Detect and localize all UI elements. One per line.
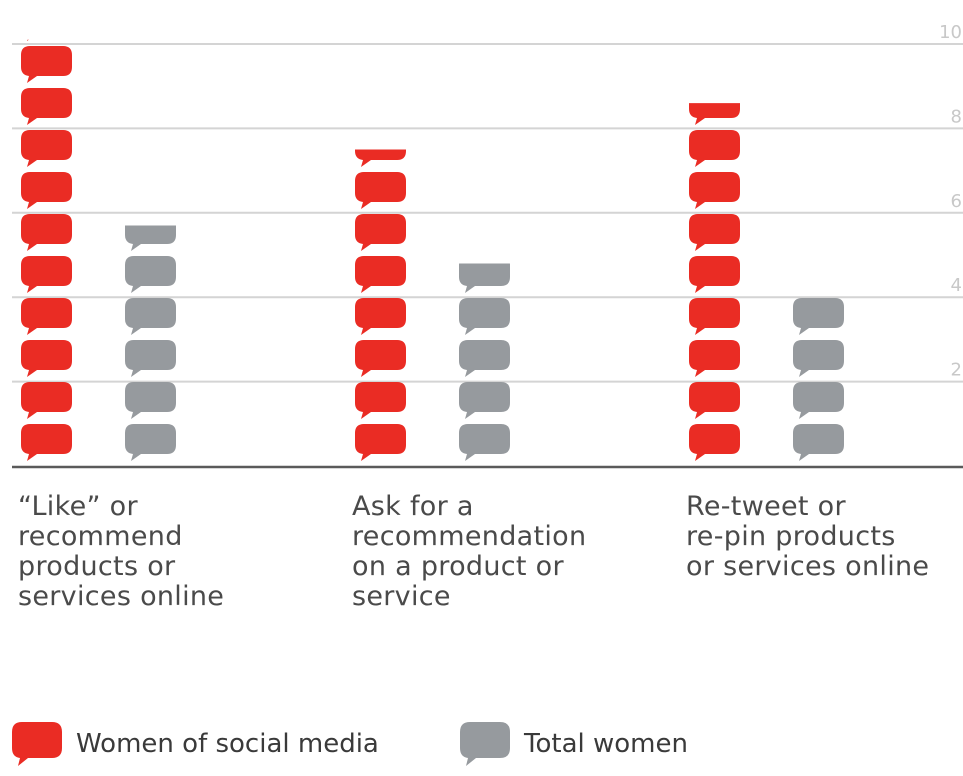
speech-bubble-icon — [21, 256, 72, 293]
speech-bubble-icon — [125, 340, 176, 377]
bar-series — [21, 39, 844, 461]
bar-women-of-social-media-0 — [21, 39, 72, 461]
speech-bubble-icon — [125, 225, 176, 251]
legend-swatch-gray-bubble — [460, 722, 510, 766]
category-label-like-recommend: “Like” or recommend products or services… — [18, 491, 225, 612]
speech-bubble-icon — [21, 382, 72, 419]
speech-bubble-icon — [459, 340, 510, 377]
bar-total-women-0 — [125, 172, 176, 461]
speech-bubble-icon — [793, 214, 844, 251]
speech-bubble-icon — [793, 340, 844, 377]
speech-bubble-icon — [21, 172, 72, 209]
legend-item-total-women: Total women — [460, 722, 688, 766]
speech-bubble-icon — [793, 382, 844, 419]
bar-total-women-2 — [793, 214, 844, 461]
speech-bubble-icon — [355, 256, 406, 293]
speech-bubble-icon — [459, 263, 510, 293]
legend-label: Total women — [524, 729, 688, 759]
speech-bubble-icon — [125, 382, 176, 419]
speech-bubble-icon — [125, 172, 176, 209]
y-tick-label: 4 — [951, 275, 962, 296]
speech-bubble-icon — [21, 340, 72, 377]
legend-label: Women of social media — [76, 729, 379, 759]
speech-bubble-icon — [689, 256, 740, 293]
speech-bubble-icon — [689, 214, 740, 251]
legend-item-women-of-social-media: Women of social media — [12, 722, 379, 766]
gridlines — [12, 43, 963, 383]
speech-bubble-icon — [793, 298, 844, 335]
bar-women-of-social-media-2 — [689, 46, 740, 461]
y-tick-label: 8 — [951, 106, 962, 127]
speech-bubble-icon — [355, 340, 406, 377]
speech-bubble-icon — [793, 424, 844, 461]
speech-bubble-icon — [27, 39, 29, 41]
speech-bubble-icon — [21, 214, 72, 251]
speech-bubble-icon — [355, 298, 406, 335]
speech-bubble-icon — [689, 130, 740, 167]
speech-bubble-icon — [21, 424, 72, 461]
speech-bubble-icon — [125, 256, 176, 293]
legend-swatch-red-bubble — [12, 722, 62, 766]
speech-bubble-icon — [21, 130, 72, 167]
speech-bubble-icon — [355, 149, 406, 167]
speech-bubble-icon — [689, 340, 740, 377]
speech-bubble-icon — [460, 722, 510, 766]
speech-bubble-icon — [12, 722, 62, 766]
speech-bubble-icon — [355, 88, 406, 125]
y-tick-label: 2 — [951, 360, 962, 381]
category-label-retweet-repin: Re-tweet or re-pin products or services … — [686, 491, 930, 582]
y-axis-ticks: 2 4 6 8 10 — [939, 22, 962, 381]
speech-bubble-icon — [355, 172, 406, 209]
speech-bubble-icon — [689, 103, 740, 125]
speech-bubble-icon — [21, 298, 72, 335]
speech-bubble-icon — [21, 46, 72, 83]
speech-bubble-icon — [459, 214, 510, 251]
speech-bubble-icon — [355, 424, 406, 461]
y-tick-label: 6 — [951, 191, 962, 212]
speech-bubble-icon — [459, 382, 510, 419]
speech-bubble-icon — [355, 382, 406, 419]
speech-bubble-icon — [793, 256, 844, 293]
speech-bubble-icon — [689, 298, 740, 335]
speech-bubble-icon — [355, 214, 406, 251]
speech-bubble-icon — [125, 298, 176, 335]
bar-women-of-social-media-1 — [355, 88, 406, 461]
speech-bubble-icon — [125, 424, 176, 461]
speech-bubble-icon — [459, 298, 510, 335]
category-label-ask-recommendation: Ask for a recommendation on a product or… — [352, 491, 587, 612]
bar-total-women-1 — [459, 214, 510, 461]
speech-bubble-icon — [689, 46, 740, 83]
y-tick-label: 10 — [939, 22, 962, 43]
speech-bubble-icon — [689, 424, 740, 461]
speech-bubble-icon — [689, 382, 740, 419]
speech-bubble-icon — [459, 424, 510, 461]
speech-bubble-icon — [21, 88, 72, 125]
speech-bubble-icon — [689, 172, 740, 209]
